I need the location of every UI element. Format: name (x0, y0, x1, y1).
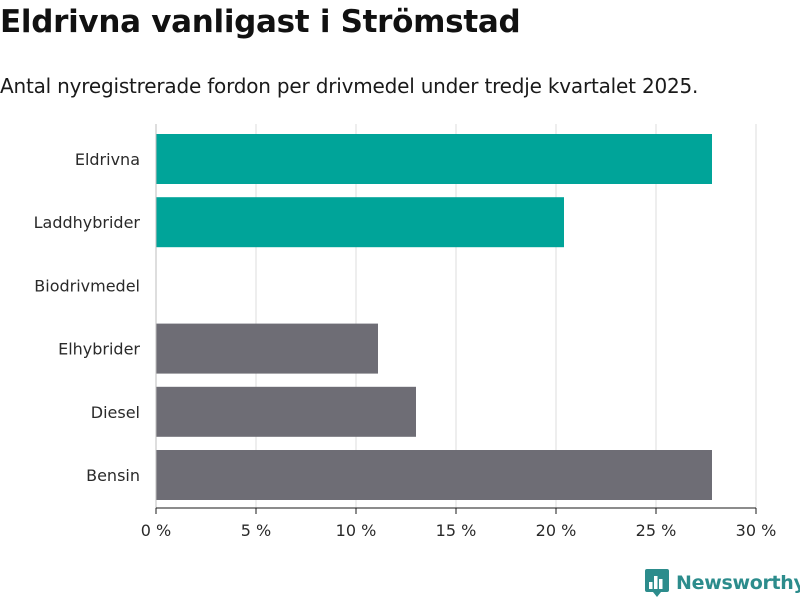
x-tick-label: 25 % (636, 521, 677, 540)
x-tick-label: 10 % (336, 521, 377, 540)
x-tick-label: 5 % (241, 521, 271, 540)
bar (156, 134, 712, 184)
chart-title: Eldrivna vanligast i Strömstad (0, 4, 521, 40)
category-label: Biodrivmedel (34, 276, 140, 295)
newsworthy-logo-text: Newsworthy (676, 572, 800, 594)
category-label: Diesel (91, 403, 140, 422)
x-tick-label: 30 % (736, 521, 777, 540)
bar (156, 386, 416, 437)
x-tick-label: 20 % (536, 521, 577, 540)
bar (156, 197, 564, 248)
bar (156, 323, 378, 374)
category-label: Laddhybrider (34, 213, 141, 232)
bar (156, 450, 712, 500)
x-tick-label: 15 % (436, 521, 477, 540)
category-label: Eldrivna (75, 150, 140, 169)
chart-subtitle: Antal nyregistrerade fordon per drivmede… (0, 74, 699, 98)
newsworthy-logo: Newsworthy (644, 568, 800, 598)
newsworthy-logo-icon (645, 569, 669, 597)
category-label: Elhybrider (58, 340, 140, 359)
category-label: Bensin (86, 466, 140, 485)
x-tick-label: 0 % (141, 521, 171, 540)
